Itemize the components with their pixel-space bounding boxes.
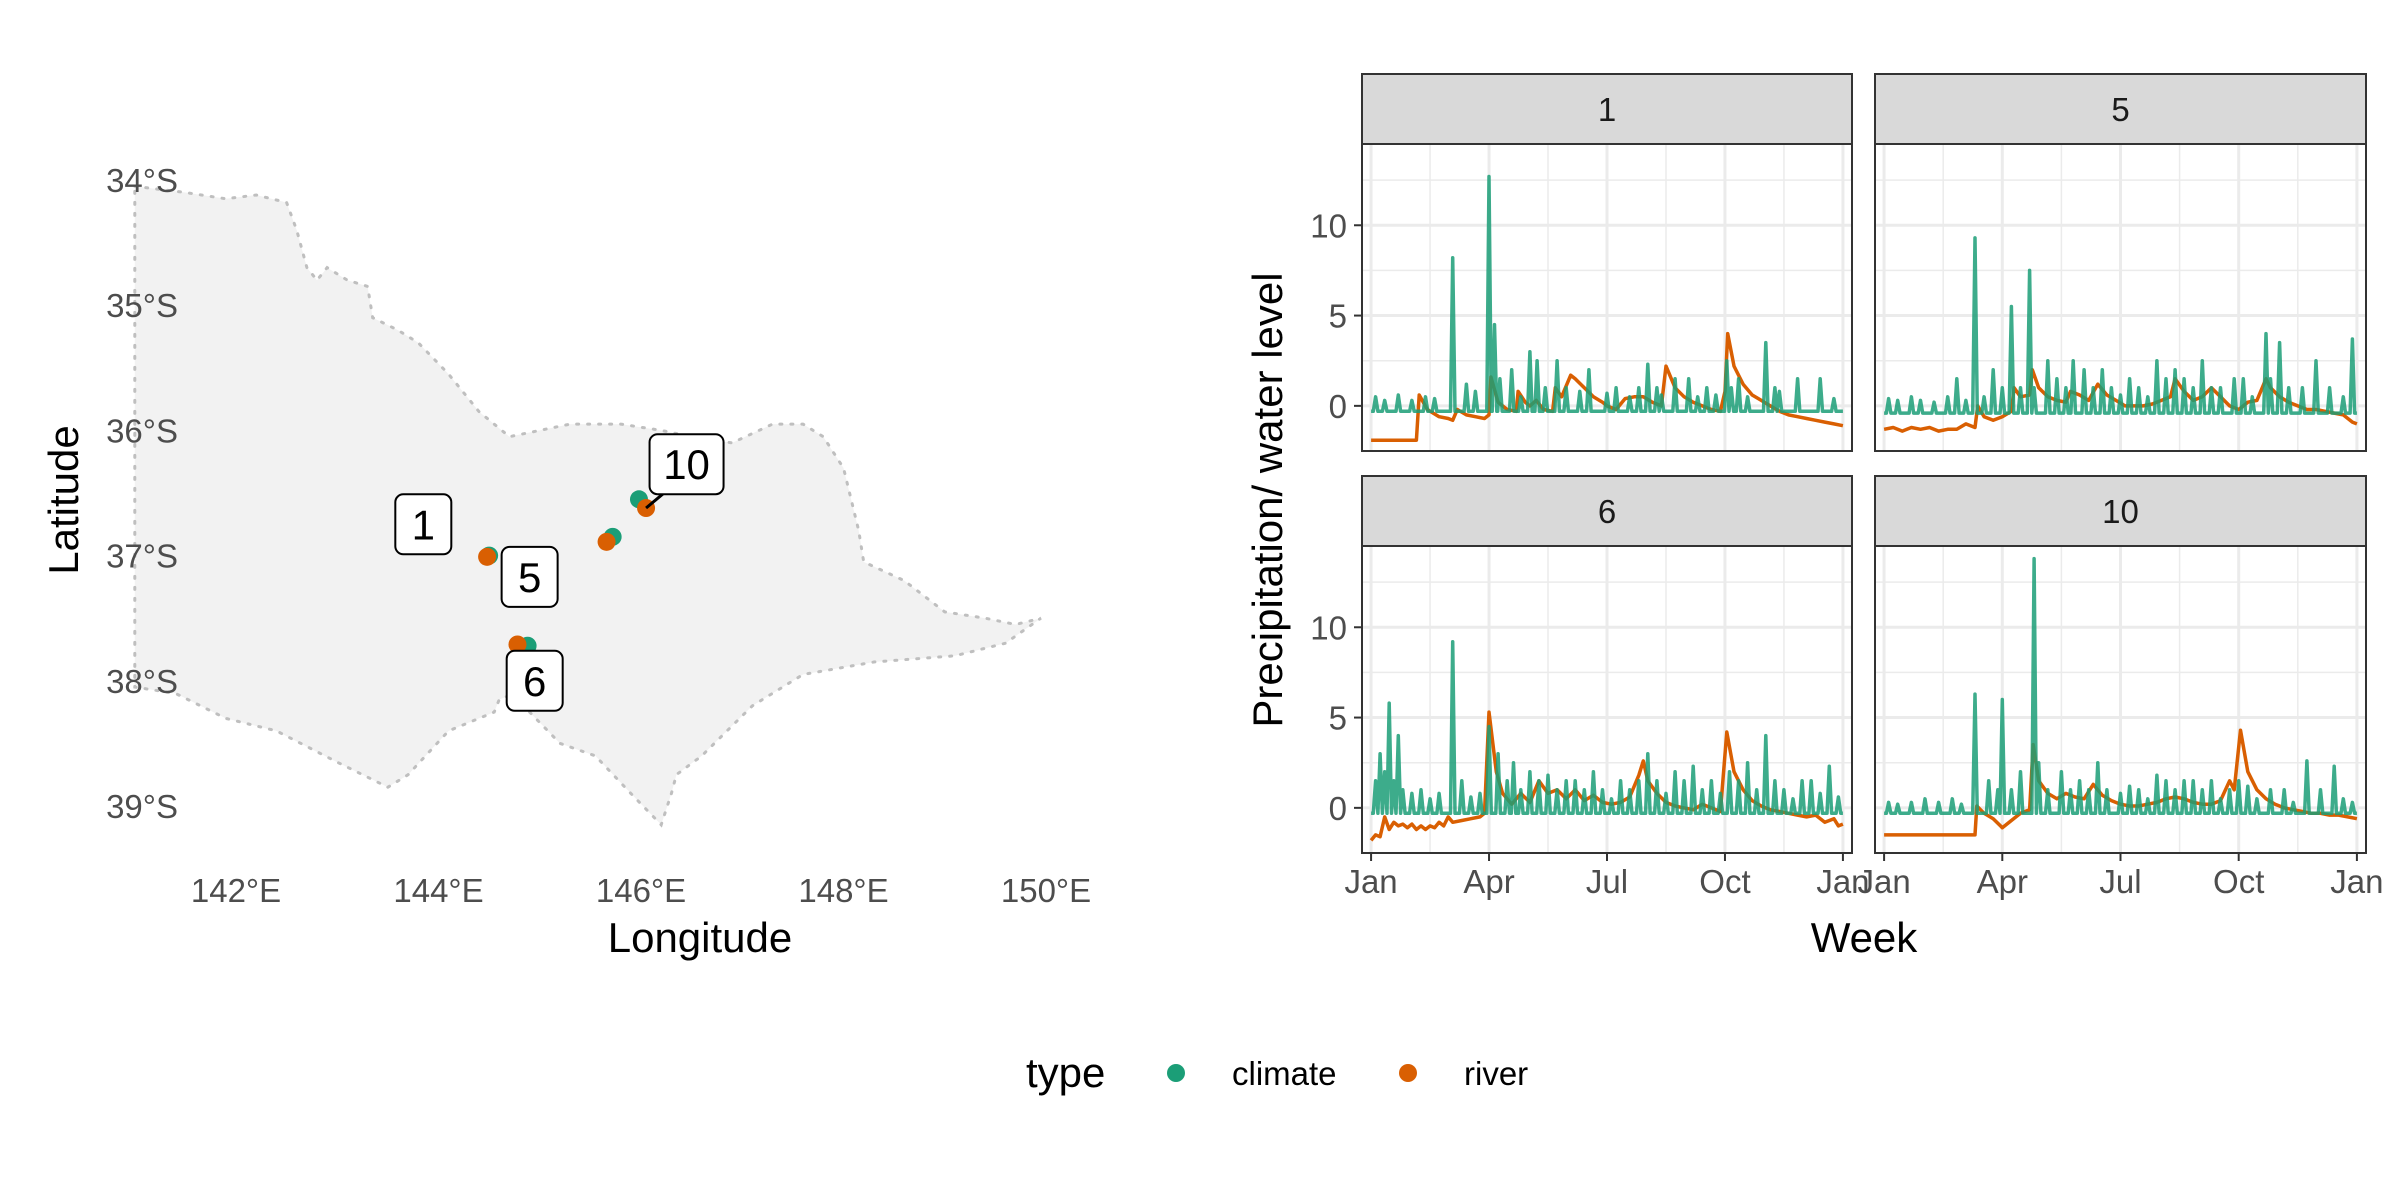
site-labels: 1 5 6 10 [394,433,725,712]
facet-y-tick-label: 10 [1310,207,1347,244]
facet-strip [1874,73,2367,145]
legend-label-climate: climate [1232,1055,1337,1092]
site-label-text: 5 [518,554,541,601]
facet-x-tick-label: Oct [1699,863,1750,900]
facet-y-tick-label: 10 [1310,609,1347,646]
site-label-box [648,433,725,496]
series-line-climate [1371,639,1843,816]
map-x-tick-label: 150°E [1001,872,1091,909]
legend-key-river [1399,1064,1417,1082]
map-y-tick-label: 37°S [106,538,178,575]
facet-x-tick-label: Jul [1586,863,1628,900]
site-label-box [500,545,559,608]
map-panel: 34°S 35°S 36°S 37°S 38°S 39°S 142°E 144°E 146°E… [40,162,1091,961]
map-x-tick-labels: 142°E 144°E 146°E 148°E 150°E [191,872,1091,909]
facet-y-axis-title: Precipitation/ water level [1244,272,1291,727]
facet-10: 10 Jan Apr Jul Oct Jan [1857,475,2384,900]
facet-y-tick-label: 5 [1329,298,1347,335]
series-line-river [1369,710,1844,842]
map-x-tick-label: 146°E [596,872,686,909]
legend: type climate river [1026,1049,1528,1096]
facet-strip-label: 1 [1598,91,1616,128]
map-x-tick-label: 144°E [393,872,483,909]
facet-strip [1361,73,1853,145]
site-label-text: 10 [663,441,710,488]
legend-label-river: river [1464,1055,1528,1092]
region-outline [133,184,1042,828]
site-label-text: 1 [412,501,435,548]
series-line-climate [1884,556,2357,816]
series-line-climate [1884,236,2357,415]
site-label-box [505,649,564,712]
legend-title: type [1026,1049,1105,1096]
map-y-tick-label: 35°S [106,287,178,324]
map-y-tick-label: 34°S [106,162,178,199]
facet-strip-label: 6 [1598,493,1616,530]
map-point-river-site-6 [508,635,527,654]
facet-6: 6 0 5 10 Jan Apr Jul Oct Jan [1310,475,1870,900]
map-y-tick-labels: 34°S 35°S 36°S 37°S 38°S 39°S [106,162,178,825]
facet-x-axis-title: Week [1811,914,1919,961]
map-y-tick-label: 38°S [106,663,178,700]
facet-strip [1361,475,1853,547]
facet-x-tick-label: Jan [1344,863,1397,900]
facet-5: 5 [1874,73,2367,452]
map-point-river-site-1 [478,547,497,566]
facet-x-tick-label: Jan [2330,863,2383,900]
facet-y-tick-label: 0 [1329,790,1347,827]
facet-x-tick-label: Jul [2099,863,2141,900]
facet-x-tick-label: Apr [1977,863,2028,900]
facet-y-tick-label: 0 [1329,388,1347,425]
map-x-tick-label: 142°E [191,872,281,909]
facet-strip-label: 5 [2111,91,2129,128]
site-label-text: 6 [523,658,546,705]
facet-y-tick-label: 5 [1329,700,1347,737]
map-point-river-site-5 [597,532,616,551]
map-y-tick-label: 39°S [106,788,178,825]
map-x-axis-title: Longitude [608,914,793,961]
facet-x-tick-label: Oct [2213,863,2264,900]
map-y-axis-title: Latitude [40,425,87,574]
map-x-tick-label: 148°E [798,872,888,909]
map-y-tick-label: 36°S [106,412,178,449]
facet-strip [1874,475,2367,547]
facet-strip-label: 10 [2102,493,2139,530]
facet-x-tick-label: Jan [1816,863,1869,900]
legend-key-climate [1167,1064,1185,1082]
series-line-climate [1371,174,1843,414]
facet-x-tick-label: Apr [1463,863,1514,900]
site-label-box [394,493,453,556]
facet-x-tick-label: Jan [1857,863,1910,900]
